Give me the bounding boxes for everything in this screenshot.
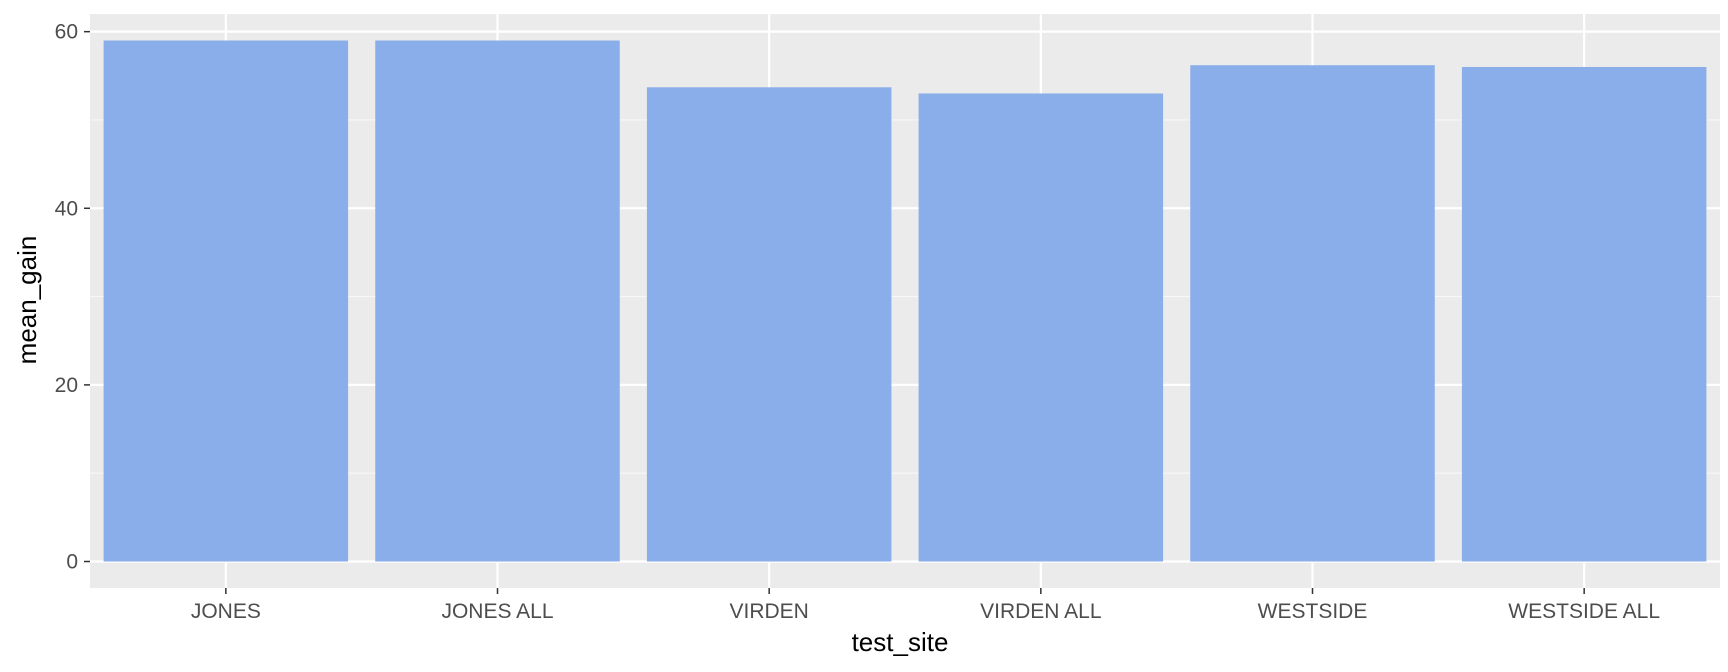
x-tick-label: WESTSIDE ALL	[1508, 600, 1660, 623]
x-tick-label: VIRDEN	[729, 600, 808, 623]
grid-major-y-lines	[90, 30, 1720, 563]
bar	[375, 40, 620, 562]
x-tick-label: JONES ALL	[441, 600, 553, 623]
bar	[1461, 66, 1707, 562]
bar	[103, 40, 349, 562]
y-tick-label: 60	[55, 21, 78, 44]
x-tick-label: WESTSIDE	[1258, 600, 1368, 623]
bar	[918, 93, 1164, 562]
plot-panel	[90, 14, 1720, 588]
bars-group	[103, 40, 1707, 562]
x-tick-label: VIRDEN ALL	[980, 600, 1101, 623]
grid-minor-lines	[90, 119, 1720, 474]
y-axis-title: mean_gain	[12, 236, 42, 365]
bar	[646, 87, 892, 562]
bar	[1190, 65, 1435, 562]
y-tick-label: 0	[66, 551, 78, 574]
y-axis-ticks: 0 20 40 60	[55, 21, 90, 574]
x-axis-ticks: JONES JONES ALL VIRDEN VIRDEN ALL WESTSIDE WE…	[191, 588, 1660, 623]
x-tick-label: JONES	[191, 600, 261, 623]
x-axis-title: test_site	[852, 627, 949, 657]
y-tick-label: 40	[55, 197, 78, 220]
y-tick-label: 20	[55, 374, 78, 397]
